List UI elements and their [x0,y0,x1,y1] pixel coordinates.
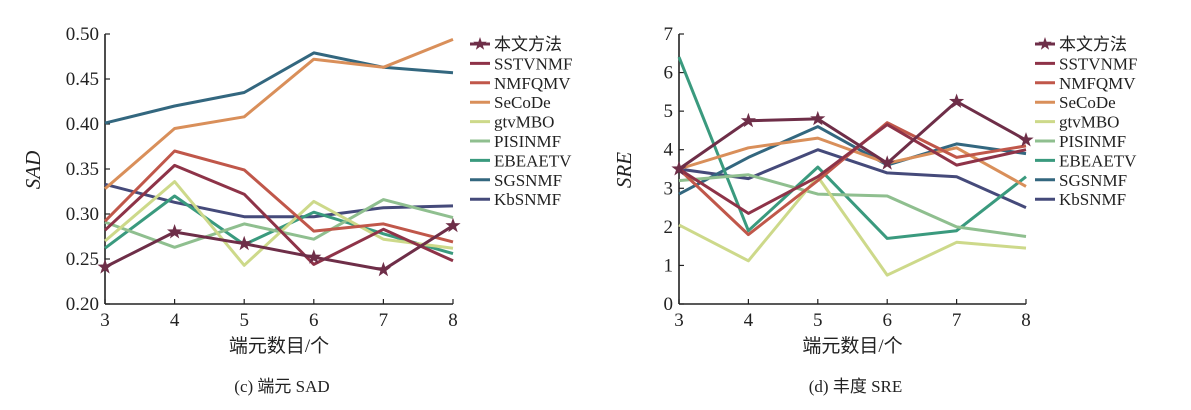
legend-label: 本文方法 [494,35,562,54]
legend-label: PISINMF [1059,132,1126,151]
x-tick-label: 6 [882,310,892,331]
legend-label: EBEAETV [1059,151,1137,170]
x-axis-title: 端元数目/个 [802,335,902,357]
x-tick-label: 8 [1021,310,1031,331]
x-tick-label: 4 [744,310,754,331]
x-tick-label: 5 [239,310,249,331]
legend-label: SSTVNMF [494,54,572,73]
legend-label: SSTVNMF [1059,54,1137,73]
legend-label: gtvMBO [1059,113,1119,132]
series-line-gtvMBO [679,177,1026,275]
x-tick-label: 7 [952,310,962,331]
y-tick-label: 0.35 [66,159,99,180]
y-tick-label: 0.25 [66,249,99,270]
x-tick-label: 8 [448,310,458,331]
x-axis-title: 端元数目/个 [229,335,329,357]
legend-label: 本文方法 [1059,35,1127,54]
x-tick-label: 6 [309,310,319,331]
y-tick-label: 0.30 [66,204,99,225]
series-line-SSTVNMF [679,125,1026,214]
data-point-star [1018,132,1033,146]
y-tick-label: 6 [664,63,674,84]
y-tick-label: 0.45 [66,69,99,90]
legend-label: SGSNMF [1059,171,1127,190]
y-tick-label: 1 [664,255,674,276]
chart-caption: (c) 端元 SAD [234,377,329,396]
y-tick-label: 4 [664,140,674,161]
legend-label: NMFQMV [1059,74,1136,93]
x-tick-label: 3 [100,310,110,331]
legend-label: KbSNMF [494,190,561,209]
y-tick-label: 3 [664,178,674,199]
x-tick-label: 4 [170,310,180,331]
legend-label: NMFQMV [494,74,571,93]
legend-label: KbSNMF [1059,190,1126,209]
y-tick-label: 2 [664,217,674,238]
legend-label: gtvMBO [494,113,554,132]
chart-caption: (d) 丰度 SRE [809,377,903,396]
y-axis-title: SAD [21,151,45,190]
legend-label: SeCoDe [1059,93,1116,112]
legend-star-icon [1038,37,1051,50]
legend-label: SeCoDe [494,93,551,112]
x-tick-label: 7 [379,310,389,331]
legend-label: SGSNMF [494,171,562,190]
y-axis-title: SRE [612,152,636,188]
x-tick-label: 3 [674,310,684,331]
legend-label: EBEAETV [494,151,572,170]
y-tick-label: 0.50 [66,24,99,45]
legend-star-icon [473,37,486,50]
legend-label: PISINMF [494,132,561,151]
x-tick-label: 5 [813,310,823,331]
y-tick-label: 0.20 [66,294,99,315]
y-tick-label: 5 [664,101,674,122]
y-tick-label: 0.40 [66,114,99,135]
sre-chart: 0 1 2 3 4 5 6 7 3 4 5 6 7 8 SRE 端元数目/个 (d) 丰度 SRE 本文方法SST… [595,0,1191,406]
sad-chart-panel: 0.20 0.25 0.30 0.35 0.40 0.45 0.50 3 4 5 6 7 8 SAD 端元数… [0,0,595,406]
y-tick-label: 0 [664,294,674,315]
series-line-gtvMBO [105,182,453,266]
series-line-SeCoDe [105,39,453,188]
y-tick-label: 7 [664,24,674,45]
sad-chart: 0.20 0.25 0.30 0.35 0.40 0.45 0.50 3 4 5 6 7 8 SAD 端元数… [0,0,595,406]
